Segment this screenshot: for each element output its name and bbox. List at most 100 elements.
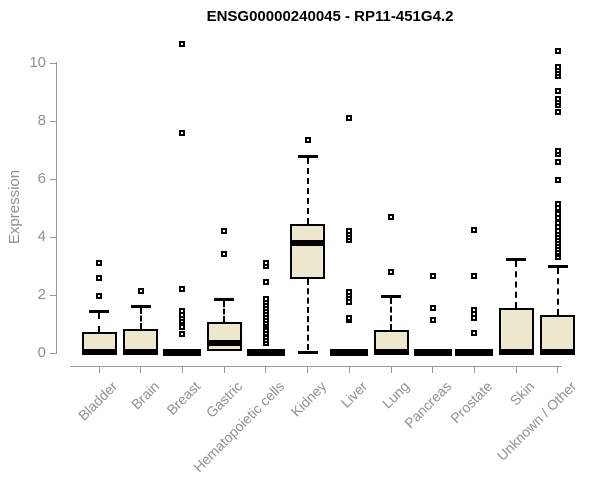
boxplot-box [290,223,326,280]
boxplot-outlier-point [304,136,311,143]
boxplot-box [540,315,576,353]
boxplot-outlier-point [429,273,436,280]
boxplot-upper-whisker-cap [89,309,109,313]
boxplot-upper-whisker-cap [381,295,402,299]
boxplot-outlier-point [554,219,561,226]
boxplot-outlier-point [262,260,269,267]
x-axis-tick [557,366,559,373]
boxplot-outlier-point [96,260,102,267]
boxplot-flat-median [455,349,494,357]
boxplot-outlier-point [262,296,269,303]
y-axis-tick [50,62,57,64]
boxplot-outlier-point [346,228,353,235]
boxplot-upper-whisker-cap [547,265,568,268]
boxplot-flat-median [163,349,202,357]
x-axis-tick [223,366,225,373]
y-axis-tick [50,120,57,122]
boxplot-outlier-point [471,306,478,313]
y-axis-tick [50,352,57,354]
x-axis-tick [307,366,309,373]
boxplot-outlier-point [554,158,561,165]
boxplot-outlier-point [346,299,353,306]
boxplot-outlier-point [179,323,186,330]
boxplot-median [498,348,534,355]
boxplot-outlier-point [96,293,102,300]
boxplot-box [498,308,534,353]
boxplot-upper-whisker-cap [506,257,527,261]
boxplot-outlier-point [221,251,228,258]
boxplot-outlier-point [554,64,561,71]
boxplot-outlier-point [471,315,478,322]
boxplot-outlier-point [554,148,561,155]
boxplot-upper-whisker [515,260,518,309]
y-axis-tick-label: 6 [37,170,46,187]
boxplot-outlier-point [471,226,478,233]
y-axis-line [56,62,57,354]
boxplot-outlier-point [179,312,186,319]
boxplot-upper-whisker-cap [130,304,151,308]
boxplot-outlier-point [554,177,561,184]
boxplot-lower-whisker-cap [297,351,318,355]
boxplot-flat-median [413,349,452,357]
boxplot-outlier-point [346,289,353,296]
boxplot-lower-whisker [306,279,309,351]
x-axis-tick [181,366,183,373]
x-axis-tick [390,366,392,373]
boxplot-outlier-point [221,228,228,235]
boxplot-outlier-point [388,268,395,275]
x-axis-line [70,366,562,367]
x-axis-tick [140,366,142,373]
x-axis-tick [98,366,100,373]
boxplot-outlier-point [554,200,561,207]
boxplot-median [540,348,576,355]
boxplot-outlier-point [179,286,186,293]
y-axis-tick-label: 0 [37,344,46,361]
boxplot-outlier-point [346,315,353,322]
boxplot-outlier-point [388,213,395,220]
boxplot-outlier-point [554,109,561,116]
boxplot-median [373,348,409,355]
y-axis-tick [50,236,57,238]
boxplot-outlier-point [179,41,186,48]
boxplot-outlier-point [554,87,561,94]
boxplot-flat-median [330,349,369,357]
boxplot-outlier-point [554,215,561,222]
boxplot-outlier-point [554,96,561,103]
boxplot-outlier-point [346,115,353,122]
chart-title: ENSG00000240045 - RP11-451G4.2 [206,8,454,25]
boxplot-outlier-point [471,310,478,317]
x-axis-tick [348,366,350,373]
boxplot-upper-whisker [98,312,100,333]
boxplot-outlier-point [179,331,186,338]
y-axis-tick [50,294,57,296]
y-axis-tick-label: 4 [37,228,46,245]
boxplot-upper-whisker [306,157,309,224]
boxplot-outlier-point [471,273,478,280]
y-axis-tick-label: 10 [29,54,46,71]
boxplot-outlier-point [554,223,561,230]
boxplot-median [123,348,159,355]
boxplot-outlier-point [137,287,144,294]
boxplot-outlier-point [96,274,102,281]
boxplot-upper-whisker-cap [297,154,318,158]
boxplot-box [206,321,242,351]
boxplot-outlier-point [471,329,478,336]
boxplot-upper-whisker [223,301,226,322]
boxplot-outlier-point [429,316,436,323]
boxplot-outlier-point [554,210,561,217]
boxplot-upper-whisker-cap [214,298,235,302]
y-axis-tick-label: 8 [37,112,46,129]
boxplot-outlier-point [554,228,561,235]
boxplot-outlier-point [429,305,436,312]
boxplot-upper-whisker [139,307,142,330]
boxplot-upper-whisker [556,268,559,316]
x-axis-tick [473,366,475,373]
boxplot-outlier-point [179,129,186,136]
boxplot-median [206,339,242,346]
x-axis-tick [432,366,434,373]
y-axis-tick [50,178,57,180]
boxplot-median [81,348,117,355]
boxplot-outlier-point [554,48,561,55]
boxplot-outlier-point [262,278,269,285]
